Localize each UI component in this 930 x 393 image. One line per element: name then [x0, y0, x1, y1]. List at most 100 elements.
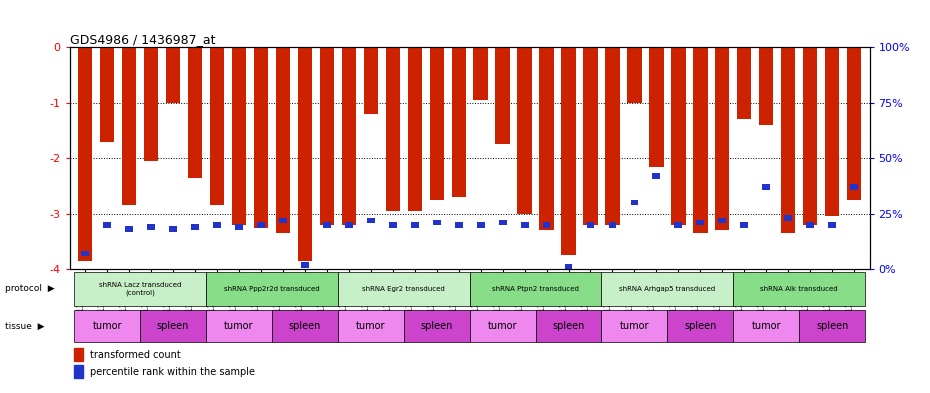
Text: shRNA Alk transduced: shRNA Alk transduced	[761, 286, 838, 292]
Bar	[477, 222, 485, 228]
Bar	[432, 220, 441, 225]
Text: spleen: spleen	[552, 321, 585, 331]
Text: spleen: spleen	[157, 321, 189, 331]
Bar	[608, 222, 617, 228]
Bar	[602, 272, 734, 306]
Text: GDS4986 / 1436987_at: GDS4986 / 1436987_at	[70, 33, 215, 46]
Bar	[517, 47, 532, 214]
Bar	[498, 220, 507, 225]
Bar	[430, 47, 444, 200]
Bar	[232, 47, 246, 225]
Text: tissue  ▶: tissue ▶	[5, 322, 44, 331]
Bar	[78, 47, 92, 261]
Bar	[671, 47, 685, 225]
Bar	[847, 47, 861, 200]
Bar	[188, 47, 202, 178]
Bar	[389, 222, 397, 228]
Bar	[338, 272, 470, 306]
Bar	[734, 310, 799, 342]
Text: spleen: spleen	[684, 321, 716, 331]
Text: protocol  ▶: protocol ▶	[5, 285, 54, 293]
Bar	[147, 224, 155, 230]
Text: tumor: tumor	[356, 321, 386, 331]
Bar	[804, 47, 817, 225]
Bar	[74, 310, 140, 342]
Bar	[737, 47, 751, 119]
Bar	[473, 47, 487, 100]
Bar	[452, 47, 466, 197]
Text: shRNA Egr2 transduced: shRNA Egr2 transduced	[363, 286, 445, 292]
Bar	[605, 47, 619, 225]
Bar	[366, 218, 375, 223]
Bar	[784, 215, 792, 221]
Bar	[734, 272, 865, 306]
Bar	[404, 310, 470, 342]
Bar	[781, 47, 795, 233]
Text: percentile rank within the sample: percentile rank within the sample	[89, 367, 255, 376]
Bar	[602, 310, 668, 342]
Bar	[338, 310, 404, 342]
Text: spleen: spleen	[816, 321, 848, 331]
Bar	[126, 226, 133, 232]
Bar	[521, 222, 528, 228]
Bar	[213, 222, 221, 228]
Bar	[806, 222, 814, 228]
Bar	[715, 47, 729, 230]
Bar	[759, 47, 774, 125]
Bar	[829, 222, 836, 228]
Bar	[364, 47, 378, 114]
Bar	[799, 310, 865, 342]
Text: shRNA Ptpn2 transduced: shRNA Ptpn2 transduced	[492, 286, 579, 292]
Bar	[455, 222, 462, 228]
Bar	[235, 224, 243, 230]
Bar	[628, 47, 642, 103]
Text: shRNA Lacz transduced
(control): shRNA Lacz transduced (control)	[99, 282, 181, 296]
Bar	[565, 264, 573, 270]
Bar	[740, 222, 749, 228]
Text: tumor: tumor	[92, 321, 122, 331]
Bar	[697, 220, 704, 225]
Bar	[407, 47, 422, 211]
Text: tumor: tumor	[751, 321, 781, 331]
Bar	[763, 184, 770, 190]
Bar	[298, 47, 312, 261]
Bar	[649, 47, 664, 167]
Bar	[850, 184, 858, 190]
Bar	[562, 47, 576, 255]
Bar	[257, 222, 265, 228]
Bar	[496, 47, 510, 144]
Bar	[74, 272, 206, 306]
Bar	[323, 222, 331, 228]
Bar	[122, 47, 136, 206]
Text: shRNA Arhgap5 transduced: shRNA Arhgap5 transduced	[619, 286, 715, 292]
Bar	[693, 47, 708, 233]
Bar	[320, 47, 334, 225]
Bar	[539, 47, 553, 230]
Bar	[536, 310, 602, 342]
Text: spleen: spleen	[288, 321, 321, 331]
Bar	[81, 251, 89, 257]
Text: transformed count: transformed count	[89, 350, 180, 360]
Bar	[206, 310, 272, 342]
Bar	[386, 47, 400, 211]
Bar	[210, 47, 224, 206]
Bar	[583, 47, 598, 225]
Bar	[279, 218, 286, 223]
Bar	[653, 173, 660, 179]
Bar	[275, 47, 290, 233]
Bar	[674, 222, 683, 228]
Text: tumor: tumor	[619, 321, 649, 331]
Bar	[191, 224, 199, 230]
Bar	[668, 310, 734, 342]
Bar	[272, 310, 338, 342]
Text: tumor: tumor	[224, 321, 254, 331]
Text: tumor: tumor	[488, 321, 517, 331]
Bar	[825, 47, 840, 217]
Bar	[345, 222, 352, 228]
Bar	[411, 222, 418, 228]
Bar	[100, 47, 114, 141]
Bar	[103, 222, 111, 228]
Bar	[341, 47, 356, 225]
Bar	[166, 47, 180, 103]
Bar	[718, 218, 726, 223]
